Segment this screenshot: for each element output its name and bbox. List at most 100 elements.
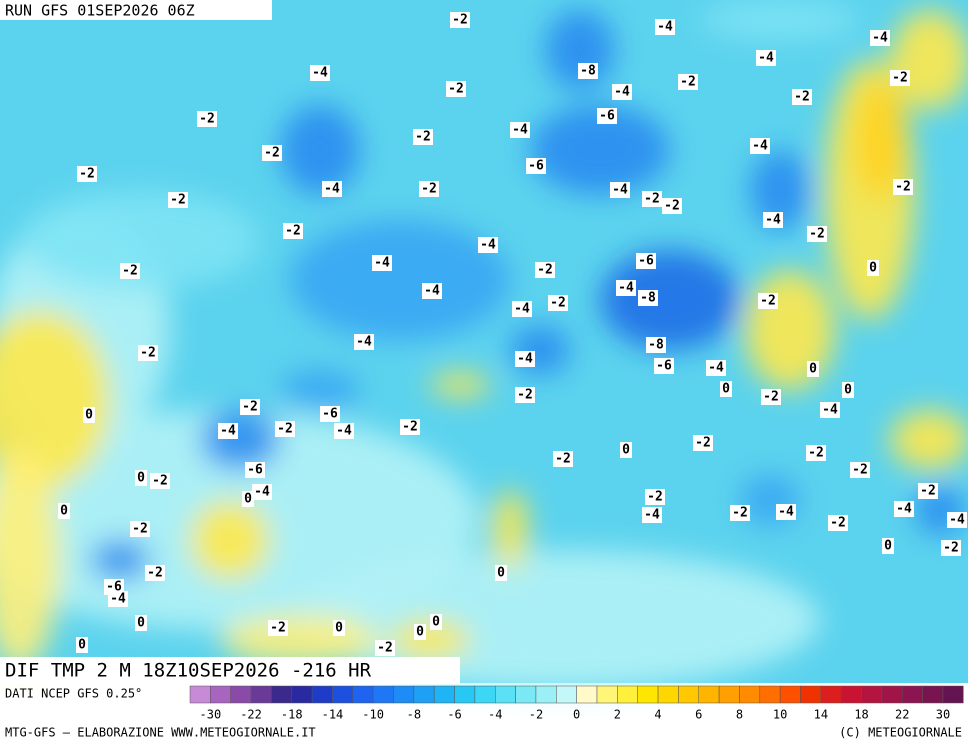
title-box bbox=[0, 657, 460, 684]
scale-label: -4 bbox=[488, 708, 502, 722]
contour-label: -2 bbox=[763, 390, 779, 405]
contour-label: -2 bbox=[732, 506, 748, 521]
label-box bbox=[662, 198, 682, 214]
label-box bbox=[252, 484, 272, 500]
label-box bbox=[758, 293, 778, 309]
scale-box bbox=[576, 685, 598, 704]
scale-box bbox=[556, 685, 577, 704]
field-blob bbox=[745, 270, 835, 390]
scale-label: 14 bbox=[814, 708, 828, 722]
contour-label: 0 bbox=[432, 615, 440, 630]
contour-label: -2 bbox=[452, 13, 468, 28]
label-box bbox=[322, 181, 342, 197]
label-box bbox=[894, 501, 914, 517]
contour-label: -4 bbox=[374, 256, 390, 271]
label-box bbox=[372, 255, 392, 271]
contour-label: -2 bbox=[852, 463, 868, 478]
label-box bbox=[947, 512, 967, 528]
contour-label: -6 bbox=[528, 159, 544, 174]
scale-box bbox=[535, 685, 557, 704]
label-box bbox=[750, 138, 770, 154]
contour-label: -2 bbox=[421, 182, 437, 197]
label-box bbox=[76, 637, 88, 653]
contour-label: -2 bbox=[680, 75, 696, 90]
label-box bbox=[612, 84, 632, 100]
label-box bbox=[108, 591, 128, 607]
label-box bbox=[413, 129, 433, 145]
contour-label: 0 bbox=[137, 616, 145, 631]
label-box bbox=[706, 360, 726, 376]
field-blob bbox=[890, 410, 968, 470]
contour-label: -4 bbox=[220, 424, 236, 439]
contour-label: -2 bbox=[415, 130, 431, 145]
scale-box bbox=[311, 685, 333, 704]
contour-label: -6 bbox=[247, 463, 263, 478]
label-box bbox=[333, 620, 345, 636]
label-box bbox=[730, 505, 750, 521]
run-box bbox=[0, 0, 272, 20]
label-box bbox=[553, 451, 573, 467]
label-box bbox=[526, 158, 546, 174]
label-box bbox=[792, 89, 812, 105]
label-box bbox=[610, 182, 630, 198]
label-box bbox=[145, 565, 165, 581]
contour-label: -4 bbox=[480, 238, 496, 253]
contour-label: -4 bbox=[752, 139, 768, 154]
label-box bbox=[720, 381, 732, 397]
scale-box bbox=[739, 685, 761, 704]
label-box bbox=[806, 445, 826, 461]
contour-label: -2 bbox=[152, 474, 168, 489]
contour-label: -4 bbox=[644, 508, 660, 523]
contour-label: 0 bbox=[869, 261, 877, 276]
label-box bbox=[83, 407, 95, 423]
field-blob bbox=[492, 490, 528, 570]
scale-box bbox=[678, 685, 700, 704]
contour-label: -4 bbox=[778, 505, 794, 520]
scale-box bbox=[413, 685, 435, 704]
contour-label: -2 bbox=[664, 199, 680, 214]
contour-label: -4 bbox=[110, 592, 126, 607]
scale-box bbox=[189, 685, 211, 704]
contour-label: 0 bbox=[622, 443, 630, 458]
label-box bbox=[850, 462, 870, 478]
field-blob bbox=[890, 10, 968, 110]
contour-label: 0 bbox=[844, 383, 852, 398]
scale-box bbox=[759, 685, 781, 704]
scale-label: 0 bbox=[573, 708, 580, 722]
scale-box bbox=[495, 685, 516, 704]
label-box bbox=[807, 361, 819, 377]
contour-label: -4 bbox=[708, 361, 724, 376]
scale-label: 10 bbox=[773, 708, 787, 722]
scale-label: 22 bbox=[895, 708, 909, 722]
contour-label: -4 bbox=[512, 123, 528, 138]
field-blob bbox=[530, 105, 670, 195]
scale-box bbox=[637, 685, 659, 704]
label-box bbox=[655, 19, 675, 35]
label-box bbox=[446, 81, 466, 97]
scale-box bbox=[372, 685, 394, 704]
contour-label: -2 bbox=[170, 193, 186, 208]
label-box bbox=[135, 615, 147, 631]
contour-label: 0 bbox=[722, 382, 730, 397]
scale-box bbox=[840, 685, 862, 704]
contour-label: -4 bbox=[336, 424, 352, 439]
label-box bbox=[400, 419, 420, 435]
contour-label: -2 bbox=[892, 71, 908, 86]
label-box bbox=[240, 399, 260, 415]
contour-label: -2 bbox=[132, 522, 148, 537]
field-blob bbox=[0, 310, 110, 490]
label-box bbox=[422, 283, 442, 299]
label-box bbox=[262, 145, 282, 161]
scale-box bbox=[474, 685, 496, 704]
label-box bbox=[597, 108, 617, 124]
scale-box bbox=[922, 685, 944, 704]
scale-box bbox=[332, 685, 354, 704]
contour-label: -2 bbox=[809, 227, 825, 242]
contour-label: 0 bbox=[884, 539, 892, 554]
field-blob bbox=[700, 0, 860, 40]
scale-box bbox=[657, 685, 679, 704]
label-box bbox=[245, 462, 265, 478]
scale-box bbox=[800, 685, 822, 704]
label-box bbox=[150, 473, 170, 489]
